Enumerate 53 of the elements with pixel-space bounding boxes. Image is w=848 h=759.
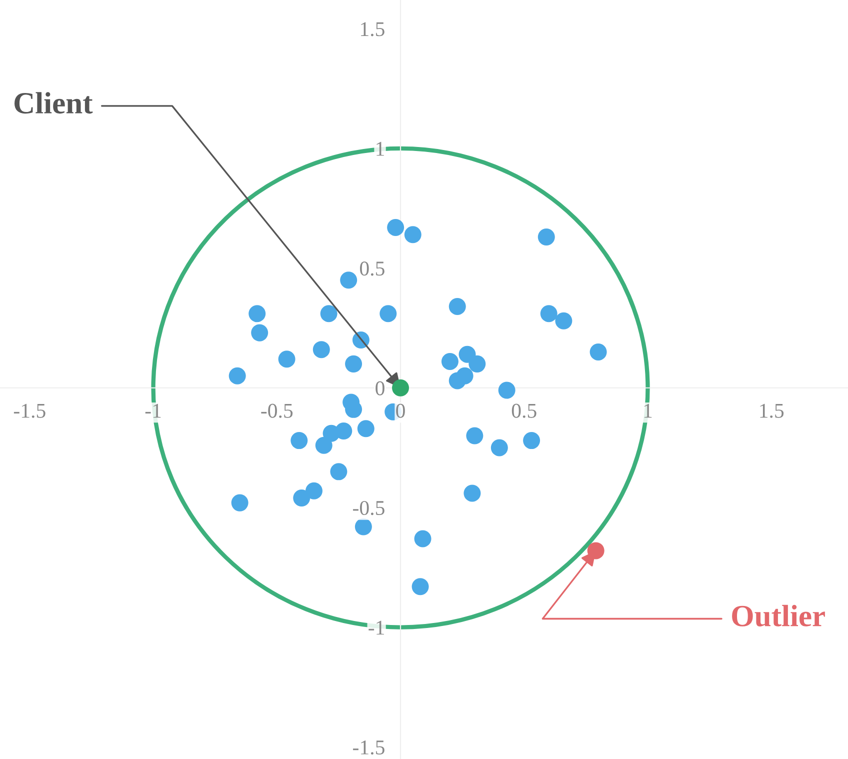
point bbox=[228, 367, 246, 384]
point bbox=[251, 324, 268, 342]
point bbox=[587, 542, 604, 560]
point bbox=[231, 494, 248, 512]
point bbox=[293, 490, 310, 507]
point bbox=[305, 482, 322, 500]
y-tick-label: -1.5 bbox=[353, 740, 384, 755]
x-tick-label: -0.5 bbox=[261, 404, 293, 418]
point bbox=[248, 305, 266, 322]
x-tick-label: 0.5 bbox=[512, 404, 536, 418]
point bbox=[412, 578, 429, 596]
point bbox=[320, 305, 338, 322]
point bbox=[404, 226, 422, 244]
point bbox=[498, 382, 516, 399]
x-tick-label: -1 bbox=[145, 404, 161, 418]
point bbox=[458, 346, 476, 363]
point bbox=[490, 439, 508, 456]
point bbox=[555, 312, 572, 330]
y-tick-label: 1.5 bbox=[361, 22, 384, 36]
point bbox=[380, 305, 397, 322]
point bbox=[464, 484, 481, 502]
point bbox=[387, 218, 404, 236]
point bbox=[330, 463, 348, 480]
y-tick-label: 0 bbox=[376, 381, 384, 396]
point bbox=[540, 305, 558, 322]
x-tick-label: -1.5 bbox=[14, 404, 46, 418]
point bbox=[345, 355, 362, 372]
point bbox=[315, 436, 332, 454]
point bbox=[468, 355, 486, 372]
point bbox=[456, 367, 474, 384]
x-tick-label: 1.5 bbox=[760, 404, 784, 418]
point bbox=[278, 350, 296, 368]
annotation: Outlier bbox=[732, 604, 825, 626]
x-tick-label: 1 bbox=[644, 404, 652, 418]
point bbox=[448, 298, 466, 315]
point bbox=[590, 343, 607, 360]
point bbox=[312, 341, 330, 358]
point bbox=[523, 432, 540, 450]
point bbox=[441, 353, 458, 370]
y-tick-label: 0.5 bbox=[360, 262, 384, 276]
point bbox=[354, 518, 372, 536]
point bbox=[290, 432, 308, 450]
y-tick-label: 1 bbox=[376, 142, 384, 156]
y-tick-label: -0.5 bbox=[353, 500, 384, 516]
point bbox=[357, 420, 374, 438]
y-tick-label: -1 bbox=[368, 620, 384, 635]
point bbox=[340, 272, 358, 289]
point bbox=[414, 530, 432, 548]
point bbox=[322, 424, 340, 442]
point bbox=[466, 427, 484, 444]
annotation: Client bbox=[14, 92, 93, 114]
x-tick-label: 0 bbox=[396, 404, 405, 418]
point bbox=[538, 228, 555, 246]
